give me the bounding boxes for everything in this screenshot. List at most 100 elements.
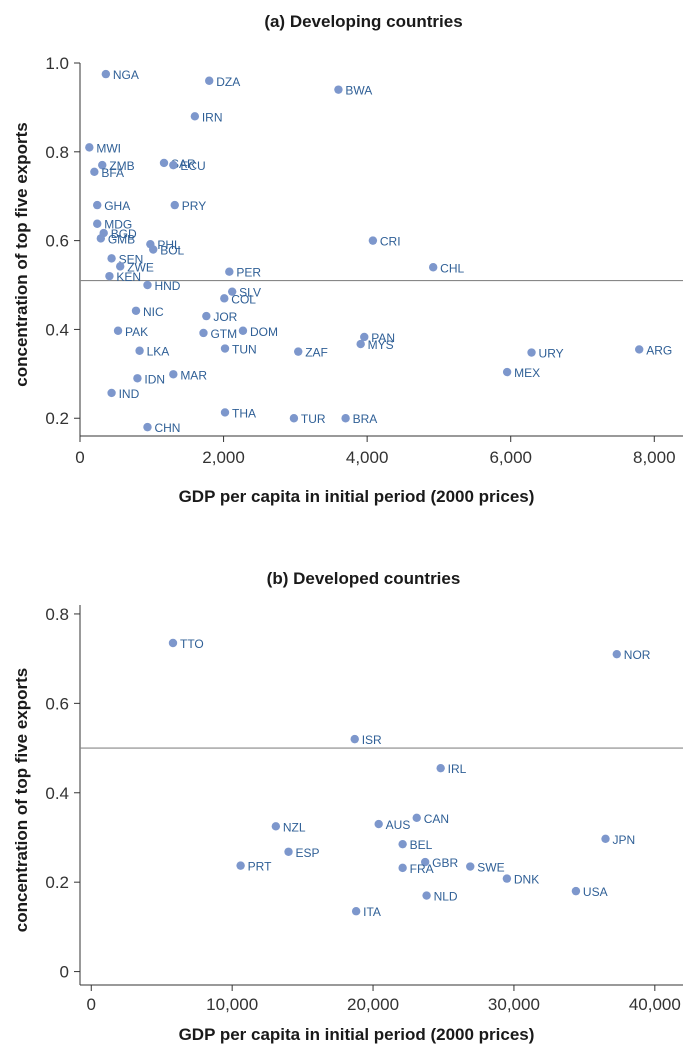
data-point-pak bbox=[113, 326, 123, 335]
point-label-dza: DZA bbox=[216, 75, 240, 89]
point-label-bwa: BWA bbox=[345, 84, 372, 98]
data-point-chn bbox=[143, 422, 152, 432]
point-label-can: CAN bbox=[424, 812, 449, 826]
data-point-gmb bbox=[96, 234, 106, 243]
point-label-lka: LKA bbox=[147, 345, 170, 359]
point-label-tun: TUN bbox=[232, 343, 257, 357]
point-label-bel: BEL bbox=[410, 838, 433, 852]
data-point-col bbox=[220, 294, 229, 303]
point-label-ury: URY bbox=[539, 347, 564, 361]
data-point-ury bbox=[527, 348, 536, 357]
point-label-col: COL bbox=[231, 292, 256, 306]
point-label-ita: ITA bbox=[363, 905, 381, 919]
data-point-gha bbox=[93, 200, 102, 210]
data-point-tto bbox=[168, 638, 178, 648]
point-label-sen: SEN bbox=[119, 252, 144, 266]
point-label-sar: SAR bbox=[171, 157, 196, 171]
point-label-fra: FRA bbox=[410, 862, 434, 876]
point-label-ecu: ECU bbox=[180, 159, 205, 173]
data-point-mwi bbox=[85, 143, 94, 152]
data-point-ita bbox=[351, 907, 361, 916]
point-label-isr: ISR bbox=[362, 733, 382, 747]
data-point-sar bbox=[159, 158, 169, 168]
data-point-aus bbox=[374, 819, 383, 829]
data-point-pry bbox=[170, 200, 179, 210]
panel-developing: (a) Developing countries 0.2 0.4 0.6 0.8 1.0 0… bbox=[12, 12, 683, 506]
data-point-mdg bbox=[93, 219, 102, 228]
point-label-bol: BOL bbox=[160, 244, 184, 258]
data-point-chl bbox=[428, 263, 438, 272]
data-point-esp bbox=[284, 847, 293, 856]
point-label-gmb: GMB bbox=[108, 232, 135, 246]
data-point-mys bbox=[356, 339, 365, 349]
data-point-nga bbox=[101, 69, 111, 79]
data-point-prt bbox=[236, 861, 245, 870]
y-axis-title: concentration of top five exports bbox=[12, 122, 31, 386]
data-point-bra bbox=[341, 414, 350, 423]
point-label-nic: NIC bbox=[143, 305, 164, 319]
data-point-slv bbox=[227, 287, 237, 296]
data-point-bfa bbox=[90, 167, 99, 176]
chart-title: (a) Developing countries bbox=[264, 12, 462, 31]
y-tick-label: 0.4 bbox=[45, 784, 69, 803]
y-tick-label: 0.6 bbox=[45, 694, 69, 713]
data-point-lka bbox=[135, 346, 144, 355]
point-label-per: PER bbox=[236, 266, 261, 280]
point-label-pry: PRY bbox=[182, 199, 206, 213]
point-label-zaf: ZAF bbox=[305, 346, 328, 360]
data-point-ecu bbox=[169, 160, 178, 170]
x-axis-title: GDP per capita in initial period (2000 p… bbox=[179, 1025, 535, 1044]
x-tick-label: 20,000 bbox=[347, 995, 399, 1014]
point-label-jor: JOR bbox=[213, 310, 237, 324]
y-tick-label: 0.2 bbox=[45, 409, 69, 428]
point-label-zmb: ZMB bbox=[109, 159, 134, 173]
data-point-gtm bbox=[199, 328, 208, 338]
point-label-cri: CRI bbox=[380, 235, 401, 249]
data-point-irl bbox=[436, 763, 445, 773]
data-point-jpn bbox=[601, 834, 610, 844]
point-label-mdg: MDG bbox=[104, 218, 132, 232]
point-label-nga: NGA bbox=[113, 68, 139, 82]
point-label-gtm: GTM bbox=[210, 327, 237, 341]
data-point-tur bbox=[289, 414, 299, 423]
data-point-sen bbox=[107, 254, 116, 263]
point-label-pan: PAN bbox=[371, 331, 395, 345]
point-label-tto: TTO bbox=[180, 637, 204, 651]
point-label-swe: SWE bbox=[477, 861, 504, 875]
y-tick-label: 0.8 bbox=[45, 143, 69, 162]
data-point-nor bbox=[612, 649, 621, 659]
data-point-jor bbox=[202, 311, 211, 321]
data-point-dza bbox=[205, 76, 214, 85]
point-label-mar: MAR bbox=[180, 368, 207, 382]
data-point-idn bbox=[133, 374, 142, 383]
point-label-slv: SLV bbox=[239, 286, 261, 300]
point-label-hnd: HND bbox=[154, 279, 180, 293]
point-label-jpn: JPN bbox=[613, 833, 636, 847]
point-label-chl: CHL bbox=[440, 261, 464, 275]
data-point-fra bbox=[398, 863, 407, 873]
point-label-dom: DOM bbox=[250, 325, 278, 339]
data-point-swe bbox=[466, 862, 475, 871]
x-tick-label: 6,000 bbox=[489, 448, 532, 467]
data-point-zmb bbox=[98, 160, 107, 170]
x-tick-label: 0 bbox=[87, 995, 96, 1014]
point-label-dnk: DNK bbox=[514, 873, 539, 887]
data-point-bwa bbox=[334, 85, 343, 94]
data-point-ken bbox=[105, 271, 114, 281]
point-label-irn: IRN bbox=[202, 110, 223, 124]
y-tick-label: 0.2 bbox=[45, 873, 69, 892]
point-label-mys: MYS bbox=[368, 338, 394, 352]
y-tick-label: 0.8 bbox=[45, 605, 69, 624]
point-label-irl: IRL bbox=[448, 762, 467, 776]
data-point-zwe bbox=[116, 262, 125, 271]
data-point-bel bbox=[398, 839, 407, 849]
point-label-gha: GHA bbox=[104, 199, 130, 213]
x-axis-title: GDP per capita in initial period (2000 p… bbox=[179, 487, 535, 506]
x-tick-label: 40,000 bbox=[629, 995, 681, 1014]
x-tick-label: 10,000 bbox=[206, 995, 258, 1014]
data-point-hnd bbox=[143, 280, 152, 290]
data-point-dom bbox=[238, 326, 248, 335]
panel-developed: (b) Developed countries 0 0.2 0.4 0.6 0.8 0 10,… bbox=[12, 569, 683, 1044]
data-point-nic bbox=[131, 306, 141, 315]
point-label-usa: USA bbox=[583, 885, 608, 899]
